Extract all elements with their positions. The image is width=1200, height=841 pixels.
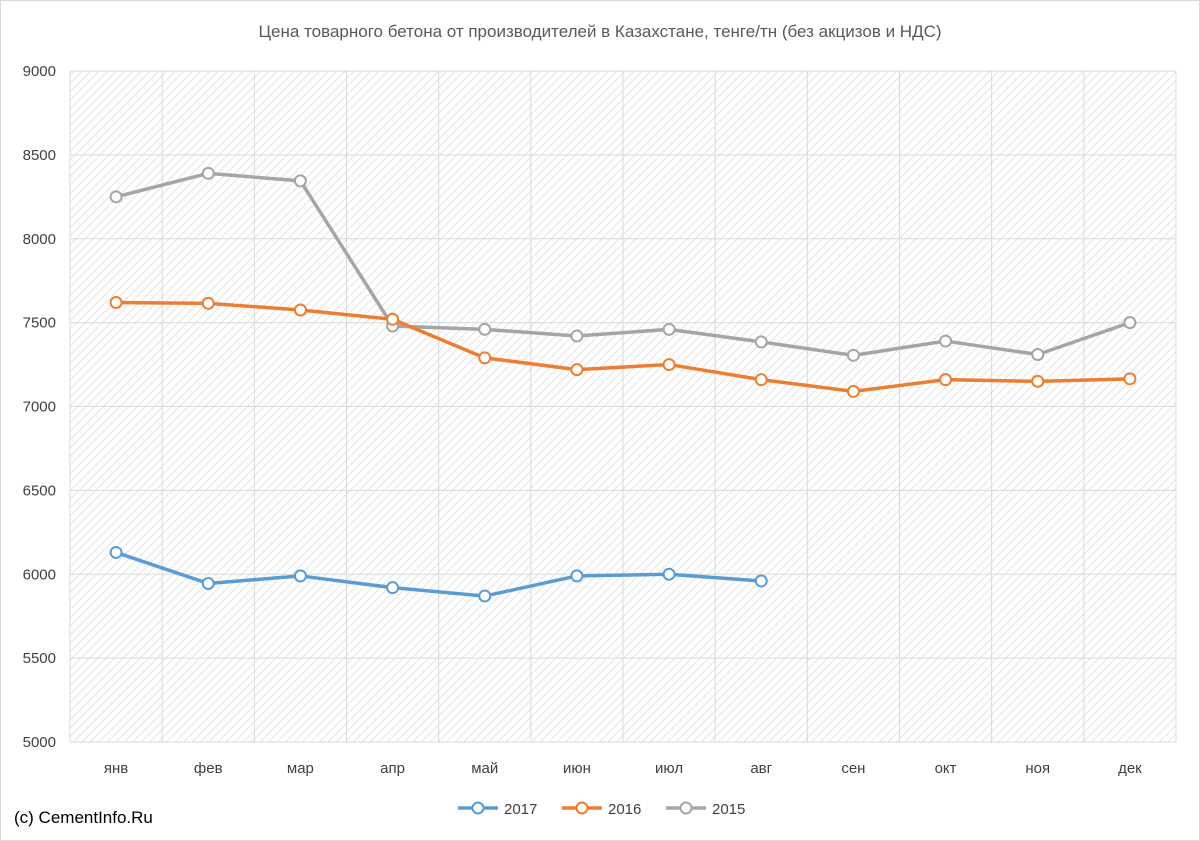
x-tick-label: май — [471, 760, 498, 777]
x-tick-label: мар — [287, 760, 314, 777]
data-point-2017 — [293, 569, 307, 583]
series-line-2015 — [115, 171, 1131, 358]
x-tick-label: апр — [380, 760, 405, 777]
legend-item-2016: 2016 — [562, 801, 641, 818]
data-point-2016 — [570, 363, 584, 377]
data-point-2017 — [754, 574, 768, 588]
y-tick-label: 6000 — [23, 566, 56, 583]
y-tick-label: 7000 — [23, 399, 56, 416]
legend-item-2015: 2015 — [666, 801, 745, 818]
data-point-2016 — [386, 312, 400, 326]
data-point-2016 — [293, 303, 307, 317]
series-2016 — [109, 295, 1137, 398]
y-tick-label: 6500 — [23, 482, 56, 499]
x-tick-label: фев — [194, 760, 223, 777]
y-tick-label: 7500 — [23, 315, 56, 332]
data-point-2015 — [662, 322, 676, 336]
legend-swatch-marker — [679, 801, 693, 815]
legend-swatch-marker — [575, 801, 589, 815]
legend-item-2017: 2017 — [458, 801, 537, 818]
legend-label: 2015 — [712, 801, 745, 818]
data-point-2015 — [939, 334, 953, 348]
series-line-2016 — [116, 300, 1130, 394]
data-point-2015 — [846, 348, 860, 362]
x-tick-label: дек — [1118, 760, 1142, 777]
x-tick-label: ноя — [1025, 760, 1050, 777]
data-point-2017 — [478, 589, 492, 603]
y-tick-label: 5500 — [23, 650, 56, 667]
data-point-2016 — [1123, 372, 1137, 386]
data-point-2016 — [478, 351, 492, 365]
data-point-2017 — [570, 569, 584, 583]
y-tick-label: 8000 — [23, 231, 56, 248]
y-tick-label: 5000 — [23, 734, 56, 751]
y-tick-label: 8500 — [23, 147, 56, 164]
data-point-2017 — [109, 545, 123, 559]
data-point-2016 — [754, 373, 768, 387]
x-tick-label: авг — [750, 760, 772, 777]
series-line-2017 — [115, 550, 762, 598]
data-point-2015 — [754, 335, 768, 349]
x-tick-label: сен — [841, 760, 865, 777]
data-point-2016 — [662, 358, 676, 372]
x-tick-label: июн — [563, 760, 591, 777]
data-point-2017 — [201, 576, 215, 590]
y-axis: 5000 5500 6000 6500 7000 7500 8000 8500 9000 — [23, 63, 56, 751]
x-tick-label: окт — [935, 760, 957, 777]
legend-label: 2017 — [504, 801, 537, 818]
x-tick-label: июл — [655, 760, 683, 777]
data-point-2015 — [1123, 316, 1137, 330]
legend-label: 2016 — [608, 801, 641, 818]
series-layer — [109, 166, 1137, 603]
credit-text: (c) CementInfo.Ru — [14, 808, 153, 827]
data-point-2016 — [109, 295, 123, 309]
data-point-2016 — [201, 296, 215, 310]
legend: 2017 2016 2015 — [458, 801, 745, 818]
data-point-2016 — [1031, 374, 1045, 388]
y-tick-label: 9000 — [23, 63, 56, 80]
data-point-2015 — [109, 190, 123, 204]
data-point-2017 — [662, 567, 676, 581]
data-point-2017 — [386, 581, 400, 595]
data-point-2015 — [1031, 347, 1045, 361]
series-2017 — [109, 545, 768, 603]
data-point-2016 — [846, 384, 860, 398]
x-axis: янв фев мар апр май июн июл авг сен окт ноя дек — [104, 760, 1142, 777]
chart-title: Цена товарного бетона от производителей … — [258, 22, 941, 41]
grid — [69, 70, 1177, 743]
data-point-2015 — [478, 322, 492, 336]
data-point-2015 — [570, 329, 584, 343]
data-point-2015 — [201, 166, 215, 180]
x-tick-label: янв — [104, 760, 128, 777]
data-point-2016 — [939, 373, 953, 387]
data-point-2015 — [293, 174, 307, 188]
legend-swatch-marker — [471, 801, 485, 815]
